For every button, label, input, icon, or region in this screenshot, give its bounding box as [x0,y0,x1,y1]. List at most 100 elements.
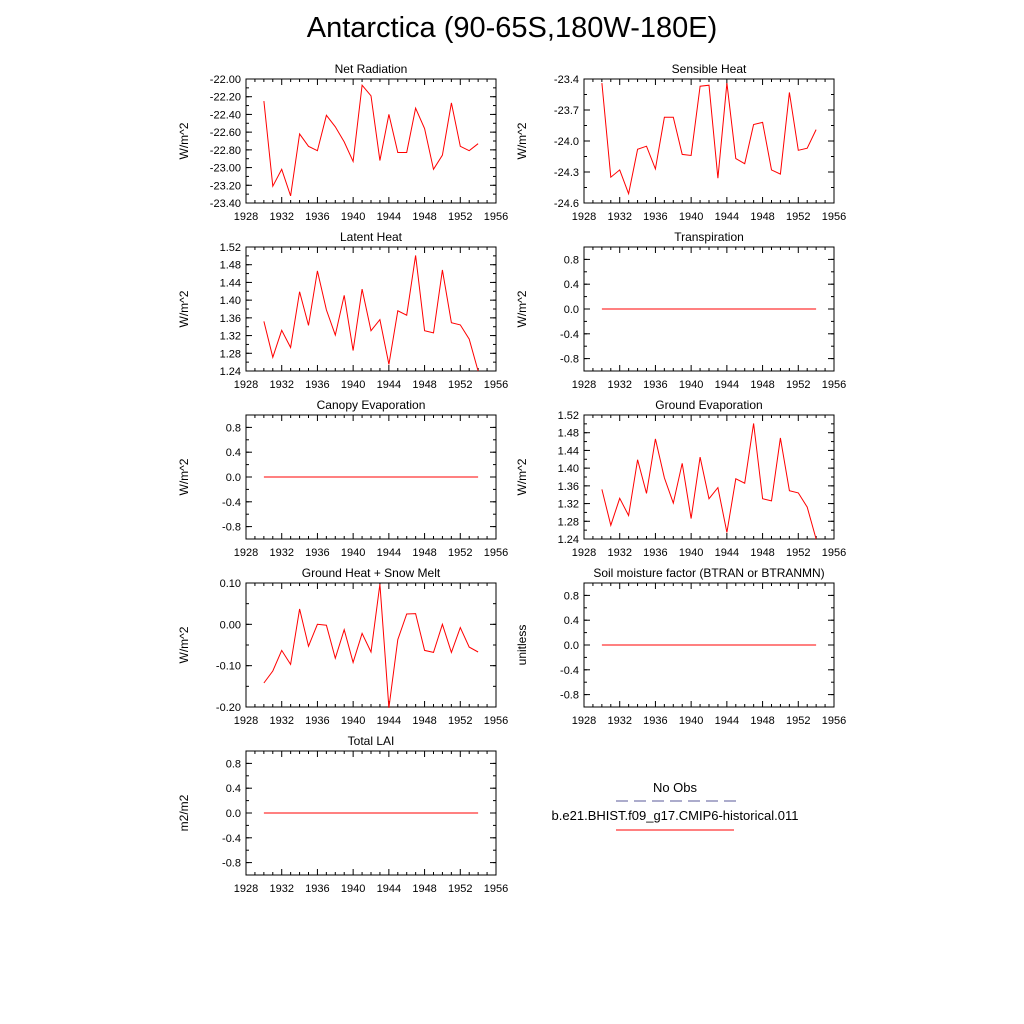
y-tick-label: -23.4 [554,74,579,86]
x-tick-label: 1956 [484,547,508,559]
y-tick-label: 0.8 [564,590,579,602]
panel-title: Soil moisture factor (BTRAN or BTRANMN) [593,566,824,580]
x-tick-label: 1932 [269,547,293,559]
x-tick-label: 1940 [679,211,703,223]
x-tick-label: 1944 [377,715,401,727]
y-tick-label: -23.00 [210,163,241,175]
x-tick-label: 1948 [412,379,436,391]
series-line [601,423,817,540]
series-line [263,255,479,372]
x-tick-label: 1944 [715,547,739,559]
x-tick-label: 1940 [679,715,703,727]
x-tick-label: 1948 [412,547,436,559]
y-tick-label: -24.3 [554,167,579,179]
y-tick-label: 0.0 [226,808,241,820]
series-line [601,83,817,196]
y-tick-label: -22.20 [210,92,241,104]
y-tick-label: 1.32 [220,331,241,343]
x-tick-label: 1932 [607,211,631,223]
y-tick-label: 0.10 [220,578,241,590]
x-tick-label: 1932 [607,547,631,559]
x-tick-label: 1944 [715,379,739,391]
panel-sensible-heat: 1928 1932 1936 1940 1944 1948 1952 1956 -23.4 -23… [515,62,846,223]
x-tick-label: 1956 [484,883,508,895]
panel-title: Ground Evaporation [655,398,762,412]
y-tick-label: -0.8 [222,858,241,870]
y-tick-label: 1.36 [558,481,579,493]
y-axis-label: unitless [515,625,529,666]
x-tick-label: 1940 [341,379,365,391]
x-tick-label: 1944 [715,211,739,223]
x-tick-label: 1956 [484,211,508,223]
x-tick-label: 1956 [484,715,508,727]
plot-frame [583,414,835,540]
y-tick-label: 1.52 [558,410,579,422]
y-tick-label: -0.10 [216,661,241,673]
y-axis-label: W/m^2 [515,290,529,327]
y-tick-label: 0.8 [564,254,579,266]
y-tick-label: 0.4 [564,615,579,627]
y-tick-label: 1.36 [220,313,241,325]
y-tick-label: 1.24 [558,534,579,546]
series-line [263,584,479,708]
y-axis-label: W/m^2 [515,122,529,159]
y-tick-label: -23.7 [554,105,579,117]
y-tick-label: -23.40 [210,198,241,210]
legend-model-label: b.e21.BHIST.f09_g17.CMIP6-historical.011 [551,808,799,823]
x-tick-label: 1932 [607,715,631,727]
y-tick-label: 1.48 [220,260,241,272]
x-tick-label: 1936 [643,211,667,223]
panel-title: Sensible Heat [672,62,747,76]
x-tick-label: 1948 [750,715,774,727]
y-tick-label: 0.00 [220,619,241,631]
x-tick-label: 1952 [448,211,472,223]
x-tick-label: 1940 [341,547,365,559]
y-tick-label: 1.28 [558,516,579,528]
y-axis-label: m2/m2 [177,794,191,831]
y-tick-label: 0.8 [226,422,241,434]
x-tick-label: 1952 [448,883,472,895]
x-tick-label: 1940 [679,547,703,559]
x-tick-label: 1928 [234,715,258,727]
panel-net-radiation: 1928 1932 1936 1940 1944 1948 1952 1956 -22.00 -2… [177,62,508,223]
y-tick-label: 0.0 [564,640,579,652]
x-tick-label: 1944 [377,547,401,559]
panel-soil-moisture-factor-btran-or-btranmn: 1928 1932 1936 1940 1944 1948 1952 1956 0.8 0.4 0.… [515,566,846,727]
y-tick-label: -0.8 [560,354,579,366]
x-tick-label: 1944 [715,715,739,727]
y-tick-label: -0.20 [216,702,241,714]
x-tick-label: 1932 [269,379,293,391]
x-tick-label: 1936 [305,211,329,223]
y-tick-label: -24.6 [554,198,579,210]
x-tick-label: 1940 [341,715,365,727]
y-axis-label: W/m^2 [177,122,191,159]
y-tick-label: 0.4 [226,783,241,795]
y-tick-label: 1.48 [558,428,579,440]
plot-frame [245,246,497,372]
x-tick-label: 1928 [572,715,596,727]
x-tick-label: 1936 [305,715,329,727]
x-tick-label: 1936 [305,379,329,391]
x-tick-label: 1944 [377,883,401,895]
y-tick-label: -0.4 [560,665,579,677]
y-tick-label: 1.24 [220,366,241,378]
panel-title: Net Radiation [335,62,408,76]
x-tick-label: 1948 [750,211,774,223]
x-tick-label: 1952 [786,379,810,391]
panel-total-lai: 1928 1932 1936 1940 1944 1948 1952 1956 0.8 0.4 0.… [177,734,508,895]
panel-transpiration: 1928 1932 1936 1940 1944 1948 1952 1956 0.8 0.4 0.… [515,230,846,391]
y-tick-label: 1.28 [220,348,241,360]
y-tick-label: 0.4 [226,447,241,459]
x-tick-label: 1940 [341,883,365,895]
x-tick-label: 1932 [269,211,293,223]
x-tick-label: 1948 [750,547,774,559]
y-axis-label: W/m^2 [177,626,191,663]
panel-title: Canopy Evaporation [317,398,426,412]
y-tick-label: -0.8 [560,690,579,702]
x-tick-label: 1952 [448,715,472,727]
y-axis-label: W/m^2 [515,458,529,495]
y-tick-label: -22.80 [210,145,241,157]
page-title: Antarctica (90-65S,180W-180E) [306,12,718,44]
y-tick-label: -23.20 [210,180,241,192]
